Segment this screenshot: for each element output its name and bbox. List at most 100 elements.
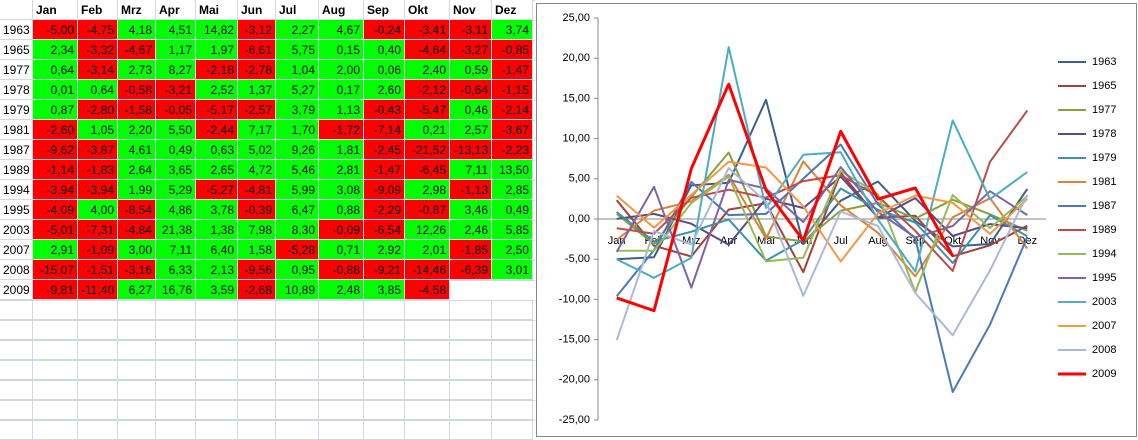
series-line xyxy=(615,166,1028,289)
data-cell: -4,09 xyxy=(33,200,78,220)
data-cell: -0,85 xyxy=(492,40,533,60)
data-cell: -3,94 xyxy=(33,180,78,200)
legend-label: 1994 xyxy=(1092,248,1116,260)
empty-cell xyxy=(276,400,319,420)
data-cell: -3,41 xyxy=(405,20,450,40)
data-cell: 2,91 xyxy=(33,240,78,260)
y-tick-label: -20,00 xyxy=(559,374,590,386)
empty-cell xyxy=(238,340,276,360)
empty-cell xyxy=(492,400,533,420)
data-cell: -0,43 xyxy=(364,100,405,120)
data-cell: 4,51 xyxy=(156,20,196,40)
data-cell: -0,87 xyxy=(405,200,450,220)
data-cell: -3,87 xyxy=(78,140,118,160)
column-header: Okt xyxy=(405,0,450,20)
empty-cell xyxy=(492,380,533,400)
empty-cell xyxy=(450,380,492,400)
data-cell: -0,88 xyxy=(319,260,364,280)
row-header: 1981 xyxy=(0,120,33,140)
data-cell: 0,87 xyxy=(33,100,78,120)
data-cell: 3,46 xyxy=(450,200,492,220)
column-header: Jan xyxy=(33,0,78,20)
column-header: Mai xyxy=(196,0,238,20)
empty-cell xyxy=(276,420,319,440)
empty-cell xyxy=(319,380,364,400)
data-cell: 0,01 xyxy=(33,80,78,100)
data-cell: -3,14 xyxy=(78,60,118,80)
data-cell: 5,27 xyxy=(276,80,319,100)
data-cell: 7,11 xyxy=(156,240,196,260)
empty-cell xyxy=(156,300,196,320)
data-cell: -2,68 xyxy=(238,280,276,300)
series-line xyxy=(616,169,1028,294)
empty-cell xyxy=(492,420,533,440)
row-header: 1965 xyxy=(0,40,33,60)
empty-cell xyxy=(492,340,533,360)
data-cell: -3,67 xyxy=(492,120,533,140)
data-cell: -5,47 xyxy=(405,100,450,120)
data-cell: 13,50 xyxy=(492,160,533,180)
empty-cell xyxy=(276,300,319,320)
data-cell: -2,45 xyxy=(364,140,405,160)
data-cell: -5,27 xyxy=(196,180,238,200)
empty-cell xyxy=(33,420,78,440)
data-cell: -2,80 xyxy=(78,100,118,120)
data-cell: -13,13 xyxy=(450,140,492,160)
empty-cell xyxy=(364,340,405,360)
row-header: 1979 xyxy=(0,100,33,120)
data-cell: 1,13 xyxy=(319,100,364,120)
x-tick-label: Jul xyxy=(834,235,848,247)
data-cell: 1,70 xyxy=(276,120,319,140)
legend-label: 2008 xyxy=(1092,344,1116,356)
data-cell: 4,00 xyxy=(78,200,118,220)
data-cell: -1,58 xyxy=(118,100,156,120)
data-cell: 2,00 xyxy=(319,60,364,80)
data-cell: -5,01 xyxy=(33,220,78,240)
data-cell: 7,11 xyxy=(450,160,492,180)
empty-cell xyxy=(319,340,364,360)
empty-cell xyxy=(0,360,33,380)
data-cell: 2,52 xyxy=(196,80,238,100)
legend-label: 1995 xyxy=(1092,272,1116,284)
y-tick-label: 10,00 xyxy=(562,133,590,145)
empty-cell xyxy=(156,420,196,440)
data-cell: -2,60 xyxy=(33,120,78,140)
data-cell: -2,14 xyxy=(492,100,533,120)
data-cell: 16,76 xyxy=(156,280,196,300)
data-cell: -3,32 xyxy=(78,40,118,60)
empty-cell xyxy=(33,340,78,360)
empty-cell xyxy=(276,320,319,340)
empty-cell xyxy=(238,320,276,340)
data-cell: -2,12 xyxy=(405,80,450,100)
data-cell: 9,26 xyxy=(276,140,319,160)
empty-cell xyxy=(78,300,118,320)
y-tick-label: -5,00 xyxy=(565,253,590,265)
data-cell: -1,72 xyxy=(319,120,364,140)
data-cell: 3,65 xyxy=(156,160,196,180)
row-header: 2007 xyxy=(0,240,33,260)
empty-cell xyxy=(78,360,118,380)
empty-cell xyxy=(118,300,156,320)
data-cell: 2,40 xyxy=(405,60,450,80)
empty-cell xyxy=(276,360,319,380)
empty-cell xyxy=(156,320,196,340)
data-cell: 7,98 xyxy=(238,220,276,240)
empty-cell xyxy=(364,420,405,440)
legend-label: 1965 xyxy=(1092,80,1116,92)
column-header: Apr xyxy=(156,0,196,20)
data-cell: -0,64 xyxy=(450,80,492,100)
empty-cell xyxy=(33,360,78,380)
empty-cell xyxy=(319,420,364,440)
data-cell: 2,27 xyxy=(276,20,319,40)
empty-cell xyxy=(405,300,450,320)
empty-cell xyxy=(238,420,276,440)
data-cell: -3,21 xyxy=(156,80,196,100)
legend-label: 1963 xyxy=(1092,56,1116,68)
data-cell: -4,64 xyxy=(405,40,450,60)
legend-label: 1977 xyxy=(1092,104,1116,116)
data-cell: -0,09 xyxy=(319,220,364,240)
empty-cell xyxy=(0,380,33,400)
empty-cell xyxy=(450,420,492,440)
data-cell: 8,27 xyxy=(156,60,196,80)
